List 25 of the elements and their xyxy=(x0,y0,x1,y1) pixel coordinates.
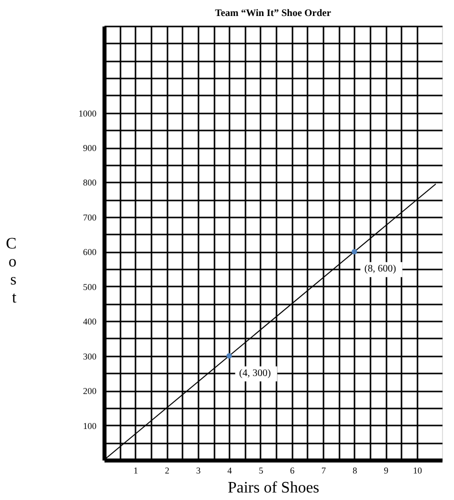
y-tick-label: 500 xyxy=(83,282,97,292)
x-tick-label: 9 xyxy=(384,466,389,476)
y-tick-label: 100 xyxy=(83,420,97,431)
annotation: (8, 600) xyxy=(364,264,396,275)
y-tick-label: 300 xyxy=(83,351,97,362)
y-tick-label: 200 xyxy=(83,386,97,396)
y-tick-label: 600 xyxy=(83,247,97,258)
x-tick-label: 8 xyxy=(352,466,358,476)
y-tick-label: 700 xyxy=(83,212,97,222)
x-tick-label: 3 xyxy=(196,466,202,476)
x-tick-label: 6 xyxy=(290,466,296,476)
x-tick-label: 7 xyxy=(321,466,326,476)
chart-title: Team “Win It” Shoe Order xyxy=(214,8,332,19)
y-tick-label: 800 xyxy=(83,178,97,188)
x-tick-label: 5 xyxy=(258,466,264,476)
x-axis-title: Pairs of Shoes xyxy=(228,480,320,496)
y-tick-label: 400 xyxy=(83,316,97,327)
x-tick-label: 10 xyxy=(412,466,422,476)
x-tick-label: 4 xyxy=(227,466,232,476)
y-tick-label: 900 xyxy=(83,143,97,154)
x-tick-label: 1 xyxy=(134,466,138,476)
y-axis-title: Cost xyxy=(6,236,18,306)
x-tick-label: 2 xyxy=(164,466,170,476)
annotation: (4, 300) xyxy=(239,368,271,379)
y-tick-label: 1000 xyxy=(78,108,97,118)
